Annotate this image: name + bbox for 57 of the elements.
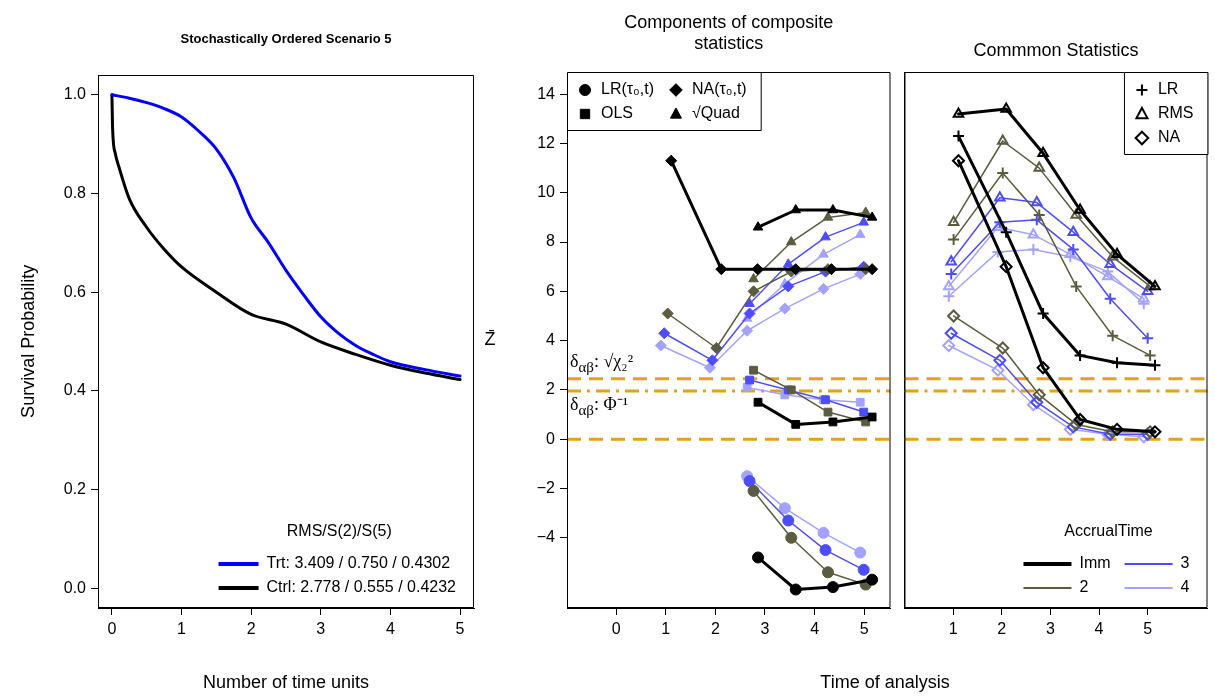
annotation: Imm: [1079, 554, 1111, 572]
chart-title: Commmon Statistics: [972, 40, 1140, 61]
y-tick-label: 4: [546, 331, 556, 349]
legend-label: NA(τ₀,t): [691, 80, 747, 98]
y-tick-label: 0.2: [63, 479, 87, 497]
y-axis-title: Z̄: [484, 329, 496, 349]
y-tick-label: 2: [546, 380, 556, 398]
y-tick-label: 0.4: [63, 381, 87, 399]
x-tick-label: 4: [1094, 620, 1104, 638]
y-tick-label: 10: [537, 183, 556, 201]
annotation: 2: [1079, 578, 1089, 596]
y-tick-label: 1.0: [63, 85, 87, 103]
legend-label: RMS: [1157, 104, 1194, 122]
x-axis-title: Number of time units: [201, 672, 371, 693]
y-tick-label: 12: [537, 133, 556, 151]
ref-line-label: δ$_{αβ}$: √χ₂²: [569, 350, 635, 376]
x-tick-label: 0: [611, 620, 621, 638]
legend-label: √Quad: [691, 104, 740, 122]
x-tick-label: 0: [107, 620, 117, 638]
x-tick-label: 5: [859, 620, 869, 638]
y-tick-label: 0.6: [63, 282, 87, 300]
annotation: 3: [1180, 554, 1190, 572]
x-tick-label: 5: [455, 620, 465, 638]
x-axis-title: Time of analysis: [819, 672, 951, 693]
x-tick-label: 3: [760, 620, 770, 638]
x-tick-label: 2: [710, 620, 720, 638]
x-tick-label: 5: [1143, 620, 1153, 638]
y-tick-label: 0.8: [63, 183, 87, 201]
legend-title: RMS/S(2)/S(5): [286, 522, 392, 540]
legend-title: AccrualTime: [1064, 522, 1153, 540]
legend-label: Ctrl: 2.778 / 0.555 / 0.4232: [266, 578, 457, 596]
x-tick-label: 3: [316, 620, 326, 638]
legend-label: Trt: 3.409 / 0.750 / 0.4302: [266, 554, 451, 572]
y-tick-label: −2: [536, 478, 556, 496]
y-tick-label: 0: [546, 429, 556, 447]
x-tick-label: 1: [661, 620, 671, 638]
legend-label: LR: [1157, 80, 1179, 98]
x-tick-label: 1: [948, 620, 958, 638]
y-tick-label: 6: [546, 281, 556, 299]
y-tick-label: 0.0: [63, 578, 87, 596]
y-tick-label: −4: [536, 528, 556, 546]
annotation: 4: [1180, 578, 1190, 596]
x-tick-label: 2: [246, 620, 256, 638]
x-tick-label: 2: [997, 620, 1007, 638]
x-tick-label: 4: [385, 620, 395, 638]
x-tick-label: 1: [177, 620, 187, 638]
y-tick-label: 8: [546, 232, 556, 250]
x-tick-label: 4: [810, 620, 820, 638]
legend-label: NA: [1157, 128, 1181, 146]
legend-label: OLS: [601, 104, 634, 122]
chart-title: Stochastically Ordered Scenario 5: [179, 31, 393, 47]
y-axis-title: Survival Probability: [17, 263, 39, 420]
y-tick-label: 14: [537, 84, 556, 102]
legend-label: LR(τ₀,t): [601, 80, 654, 98]
ref-line-label: δ$_{αβ}$: Φ⁻¹: [569, 393, 630, 419]
chart-title: Components of composite statistics: [623, 12, 835, 54]
x-tick-label: 3: [1045, 620, 1055, 638]
